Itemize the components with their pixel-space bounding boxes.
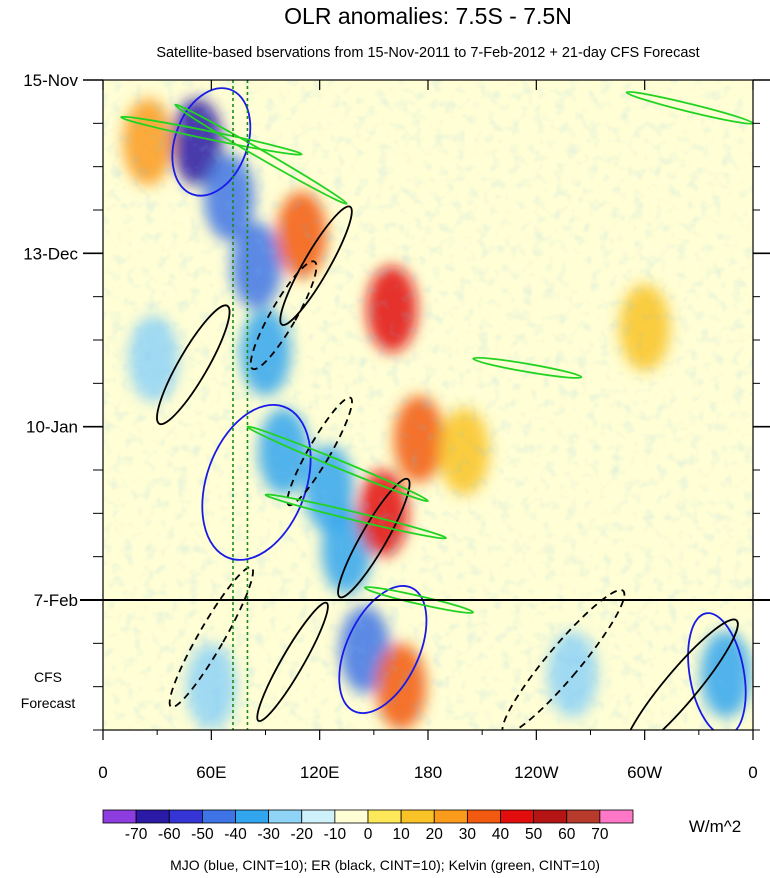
forecast-label-line1: CFS xyxy=(34,669,62,685)
colorbar-swatch xyxy=(433,809,468,824)
er-contour xyxy=(156,304,231,426)
colorbar-label: 60 xyxy=(558,826,576,843)
colorbar-label: 30 xyxy=(459,826,477,843)
colorbar-swatch xyxy=(533,809,568,824)
colorbar-label: 50 xyxy=(525,826,543,843)
kelvin-contour xyxy=(120,115,303,156)
colorbar-label: 40 xyxy=(492,826,510,843)
colorbar-swatch xyxy=(500,809,535,824)
kelvin-contour xyxy=(246,425,429,503)
colorbar-swatch xyxy=(599,809,634,824)
contour-legend: MJO (blue, CINT=10); ER (black, CINT=10)… xyxy=(170,857,600,873)
er-contour xyxy=(622,618,739,730)
x-tick-label: 120W xyxy=(514,763,558,782)
mjo-contour xyxy=(201,403,312,561)
y-tick-label: 7-Feb xyxy=(34,591,78,610)
kelvin-contour xyxy=(174,103,348,205)
colorbar-swatch xyxy=(102,809,137,824)
shading-texture xyxy=(103,80,753,730)
er-contour xyxy=(501,589,626,730)
colorbar-swatch xyxy=(135,809,170,824)
colorbar-label: 70 xyxy=(591,826,609,843)
kelvin-contour xyxy=(472,356,583,379)
kelvin-contour xyxy=(264,493,447,540)
colorbar-swatch xyxy=(466,809,501,824)
colorbar-label: 20 xyxy=(426,826,444,843)
mjo-contour xyxy=(171,87,252,197)
colorbar-swatch xyxy=(367,809,402,824)
chart-subtitle: Satellite-based bservations from 15-Nov-… xyxy=(156,45,699,61)
colorbar-swatch xyxy=(168,809,203,824)
colorbar-label: -60 xyxy=(158,826,181,843)
colorbar-swatch xyxy=(301,809,336,824)
mjo-contour xyxy=(338,585,428,714)
colorbar-label: -30 xyxy=(257,826,280,843)
er-contour xyxy=(249,260,318,371)
plot-area xyxy=(103,80,753,730)
wave-contours xyxy=(120,87,753,730)
colorbar-label: 10 xyxy=(393,826,411,843)
colorbar-label: -40 xyxy=(224,826,247,843)
mjo-contour xyxy=(687,612,747,730)
er-contour xyxy=(256,601,329,723)
x-axis: 0 60E 120E 180 120W 60W 0 xyxy=(98,80,758,782)
x-tick-label: 0 xyxy=(98,763,107,782)
kelvin-contour xyxy=(363,586,475,614)
colorbar: -70 -60 -50 -40 -30 -20 -10 0 10 20 30 40 50 60 70 xyxy=(102,809,634,843)
colorbar-label: -10 xyxy=(324,826,347,843)
chart-title: OLR anomalies: 7.5S - 7.5N xyxy=(284,3,572,29)
colorbar-swatch xyxy=(566,809,601,824)
reference-lines xyxy=(232,80,249,730)
forecast-label-line2: Forecast xyxy=(21,695,76,711)
colorbar-swatch xyxy=(334,809,369,824)
x-tick-label: 60E xyxy=(196,763,226,782)
colorbar-swatch xyxy=(235,809,270,824)
er-contour xyxy=(168,566,254,709)
colorbar-label: -20 xyxy=(291,826,314,843)
y-tick-label: 13-Dec xyxy=(23,244,78,263)
colorbar-label: -70 xyxy=(125,826,148,843)
y-tick-label: 15-Nov xyxy=(23,71,78,90)
y-tick-label: 10-Jan xyxy=(26,418,78,437)
x-tick-label: 60W xyxy=(627,763,662,782)
colorbar-label: -50 xyxy=(191,826,214,843)
colorbar-swatch xyxy=(400,809,435,824)
er-contour xyxy=(337,477,411,599)
colorbar-unit: W/m^2 xyxy=(689,817,741,836)
er-contour xyxy=(279,205,353,326)
y-axis: 15-Nov 13-Dec 10-Jan 7-Feb xyxy=(23,71,770,731)
x-tick-label: 180 xyxy=(414,763,442,782)
colorbar-swatch xyxy=(201,809,236,824)
colorbar-swatch xyxy=(268,809,303,824)
x-tick-label: 120E xyxy=(300,763,340,782)
colorbar-label: 0 xyxy=(364,826,373,843)
x-tick-label: 0 xyxy=(748,763,757,782)
